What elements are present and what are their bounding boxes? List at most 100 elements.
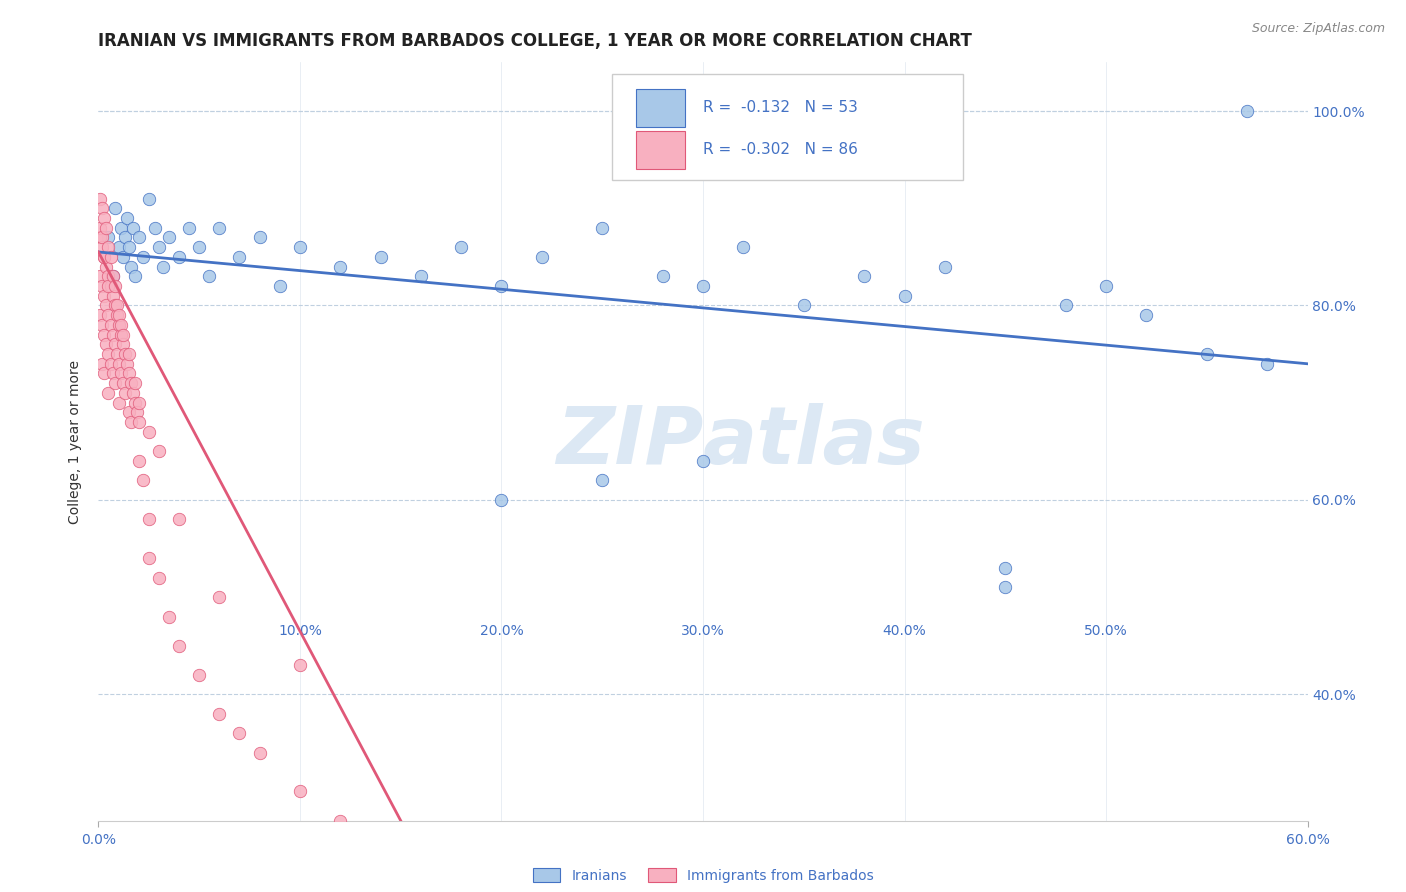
Point [128, 454, 150, 468]
Point [114, 347, 136, 361]
Point [107, 308, 129, 322]
Point [100, 279, 122, 293]
Point [167, 250, 190, 264]
Point [111, 327, 134, 342]
Point [105, 347, 128, 361]
Point [370, 250, 392, 264]
Point [157, 609, 180, 624]
Point [692, 454, 714, 468]
Point [651, 269, 673, 284]
Point [692, 279, 714, 293]
Point [853, 269, 876, 284]
Point [91, 318, 114, 332]
Point [228, 250, 250, 264]
Point [97, 386, 120, 401]
Point [97, 230, 120, 244]
Point [148, 571, 170, 585]
Text: 40.0%: 40.0% [883, 624, 927, 638]
Point [89, 269, 111, 284]
Text: 10.0%: 10.0% [278, 624, 322, 638]
Point [103, 201, 125, 215]
Point [89, 308, 111, 322]
Point [101, 269, 124, 284]
Point [118, 405, 141, 419]
Point [96, 260, 118, 274]
Text: atlas: atlas [703, 402, 925, 481]
Y-axis label: College, 1 year or more: College, 1 year or more [69, 359, 83, 524]
Point [91, 279, 114, 293]
Point [893, 289, 915, 303]
Point [97, 308, 120, 322]
Point [249, 230, 271, 244]
Point [105, 308, 128, 322]
Point [329, 260, 352, 274]
Point [111, 376, 134, 391]
Point [591, 474, 613, 488]
Point [100, 318, 122, 332]
Point [101, 269, 124, 284]
Point [591, 220, 613, 235]
Point [288, 240, 311, 254]
Point [1236, 103, 1258, 118]
Point [118, 347, 141, 361]
Point [288, 658, 311, 673]
Point [124, 269, 146, 284]
Point [96, 220, 118, 235]
Point [93, 250, 115, 264]
Point [491, 871, 513, 886]
Point [132, 250, 155, 264]
Point [110, 327, 132, 342]
Point [409, 269, 432, 284]
Point [93, 289, 115, 303]
Point [138, 512, 160, 526]
Point [105, 298, 128, 312]
Point [91, 230, 114, 244]
Point [793, 298, 815, 312]
Text: R =  -0.132   N = 53: R = -0.132 N = 53 [703, 101, 858, 115]
Point [167, 639, 190, 653]
Point [103, 279, 125, 293]
Point [91, 357, 114, 371]
Point [120, 376, 142, 391]
Point [118, 367, 141, 381]
Point [208, 706, 231, 721]
Point [288, 784, 311, 798]
Point [1256, 357, 1278, 371]
Point [188, 668, 211, 682]
Legend: Iranians, Immigrants from Barbados: Iranians, Immigrants from Barbados [526, 861, 880, 889]
Text: R =  -0.302   N = 86: R = -0.302 N = 86 [703, 142, 858, 157]
Point [114, 386, 136, 401]
Point [450, 240, 472, 254]
Point [124, 376, 146, 391]
Point [103, 298, 125, 312]
Point [93, 211, 115, 225]
Point [491, 279, 513, 293]
Point [111, 337, 134, 351]
Point [179, 220, 201, 235]
Point [110, 367, 132, 381]
Point [370, 843, 392, 857]
Point [228, 726, 250, 740]
Point [120, 260, 142, 274]
FancyBboxPatch shape [613, 74, 963, 180]
Point [167, 512, 190, 526]
Point [101, 289, 124, 303]
Point [107, 395, 129, 409]
Point [128, 415, 150, 429]
Point [111, 250, 134, 264]
Point [491, 492, 513, 507]
Point [120, 415, 142, 429]
Point [152, 260, 174, 274]
Point [107, 318, 129, 332]
Bar [637, 130, 685, 169]
Point [89, 220, 111, 235]
Point [121, 386, 143, 401]
Point [148, 240, 170, 254]
Point [530, 250, 553, 264]
Point [115, 357, 138, 371]
Text: Source: ZipAtlas.com: Source: ZipAtlas.com [1251, 22, 1385, 36]
Point [143, 220, 166, 235]
Text: 30.0%: 30.0% [681, 624, 725, 638]
Point [208, 590, 231, 604]
Point [91, 240, 114, 254]
